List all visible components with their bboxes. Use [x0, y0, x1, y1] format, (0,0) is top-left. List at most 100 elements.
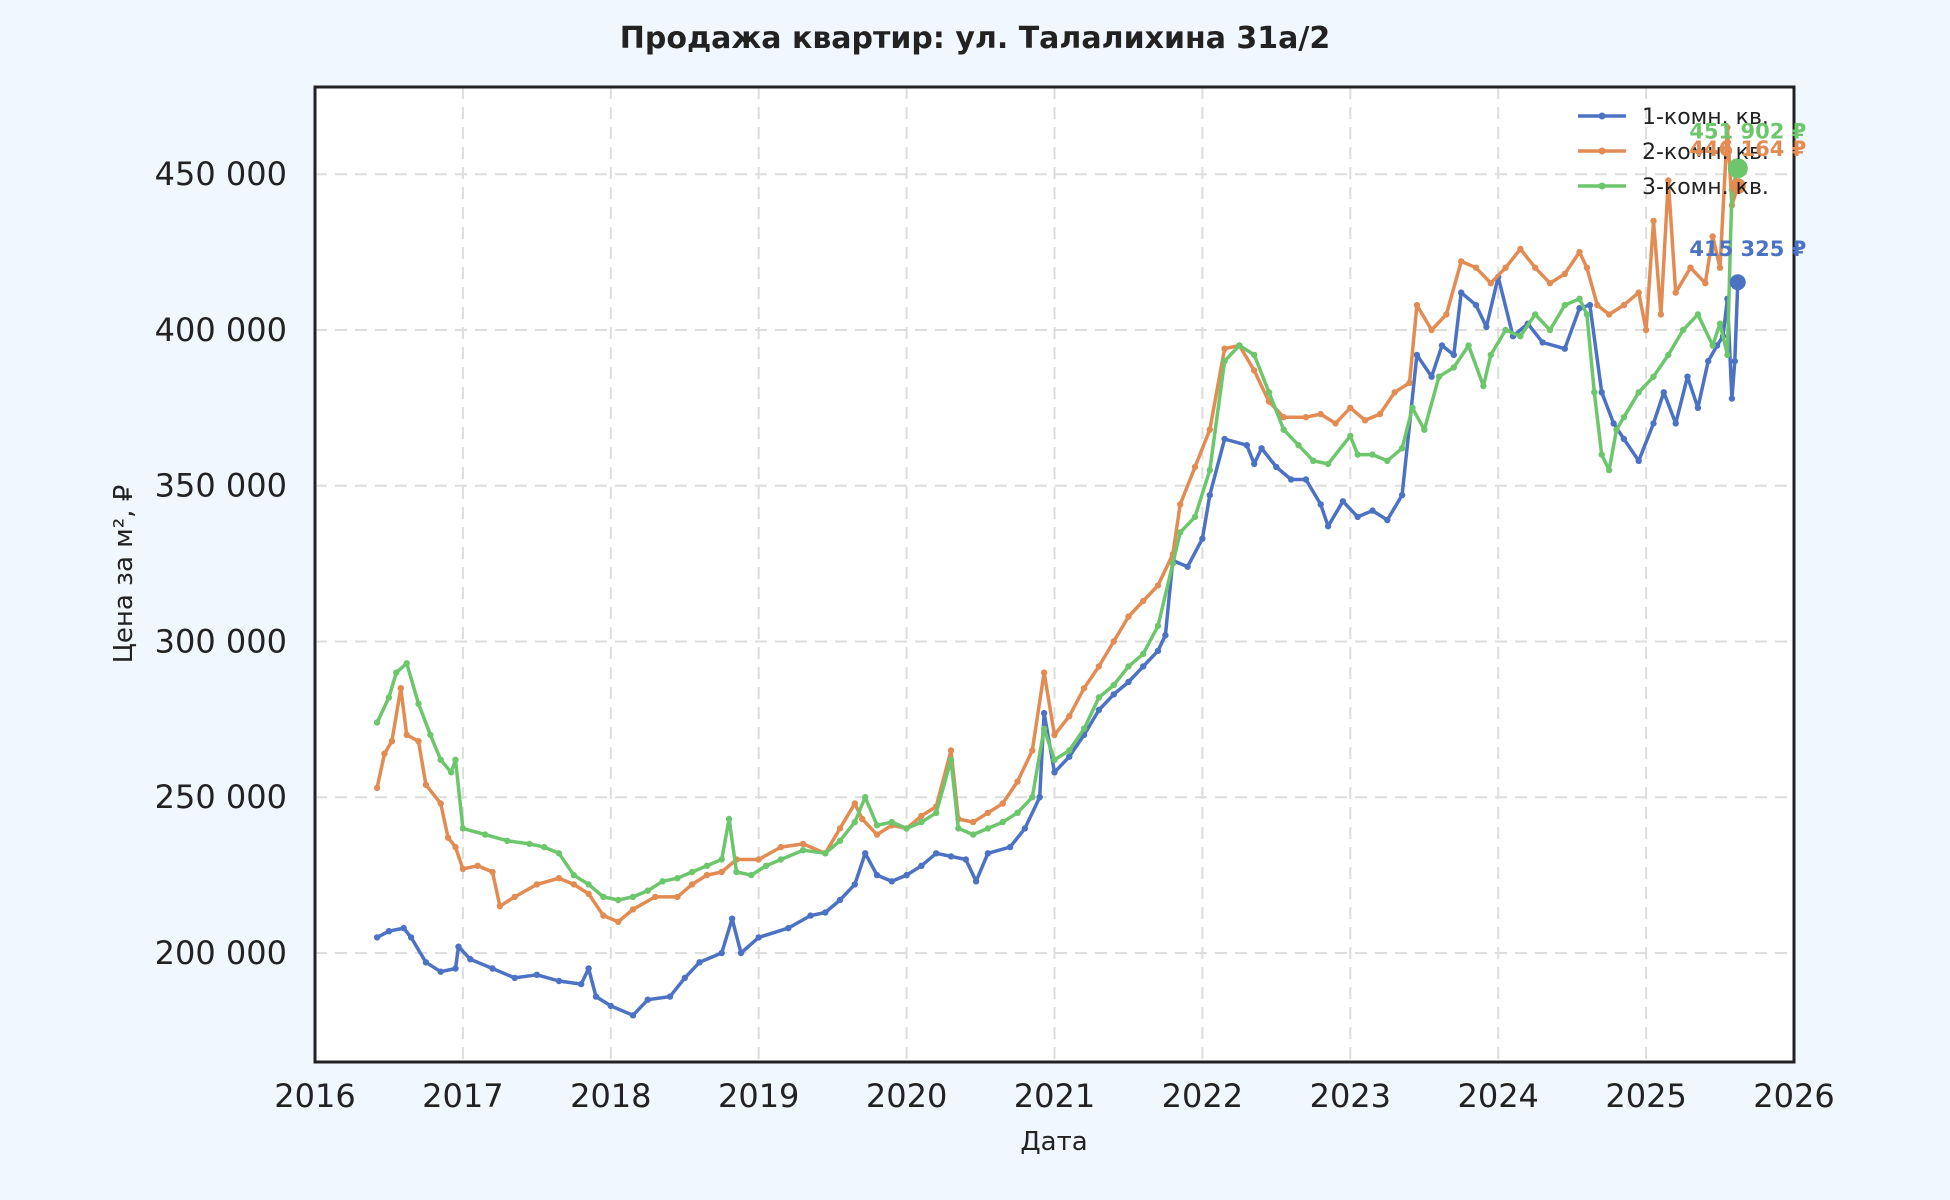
data-point [918, 818, 925, 826]
y-tick-label: 450 000 [155, 155, 287, 193]
data-point [718, 856, 725, 863]
data-point [1162, 632, 1169, 639]
data-point [1251, 351, 1258, 359]
data-point [1435, 373, 1443, 380]
data-point [1642, 326, 1650, 334]
endpoint-marker-3 [1727, 158, 1748, 179]
data-point [1665, 177, 1672, 184]
data-point [1487, 280, 1495, 287]
data-point [933, 850, 940, 857]
data-point [1324, 460, 1332, 468]
data-point [862, 850, 869, 857]
data-point [1066, 713, 1073, 720]
endpoint-label-1: 415 325 ₽ [1689, 237, 1806, 261]
x-tick-label: 2024 [1457, 1077, 1538, 1115]
data-point [762, 862, 770, 869]
data-point [799, 840, 807, 848]
data-point [1598, 451, 1605, 458]
data-point [970, 831, 977, 838]
data-point [947, 853, 955, 860]
data-point [1221, 345, 1228, 352]
data-point [1177, 529, 1184, 536]
data-point [1354, 451, 1361, 458]
data-point [1672, 420, 1679, 427]
x-tick-label: 2025 [1605, 1077, 1686, 1115]
data-point [1354, 513, 1361, 521]
data-point [1561, 301, 1569, 309]
data-point [1014, 809, 1021, 816]
data-point [1694, 404, 1702, 411]
data-point [437, 756, 444, 763]
data-point [888, 878, 895, 885]
y-tick-label: 300 000 [155, 622, 287, 660]
x-tick-label: 2026 [1753, 1077, 1834, 1115]
data-point [1724, 351, 1731, 359]
data-point [1339, 498, 1347, 505]
data-point [1206, 466, 1214, 474]
data-point [1191, 463, 1199, 471]
data-point [1251, 460, 1258, 468]
data-point [1221, 435, 1228, 443]
data-point [1376, 410, 1384, 418]
data-point [1021, 825, 1029, 832]
data-point [452, 843, 459, 851]
data-point [1413, 351, 1421, 359]
data-point [1660, 389, 1668, 396]
data-point [1620, 301, 1628, 309]
data-point [785, 924, 792, 932]
data-point [1384, 457, 1391, 464]
endpoint-labels: 415 325 ₽ 446 164 ₽451 902 ₽ [1689, 119, 1806, 261]
data-point [585, 890, 592, 897]
data-point [452, 756, 459, 763]
data-point [1594, 301, 1601, 309]
data-point [1428, 373, 1435, 380]
data-point [1080, 725, 1088, 732]
data-point [1140, 650, 1147, 658]
data-point [489, 965, 496, 972]
data-point [385, 928, 393, 935]
data-point [600, 893, 607, 901]
data-point [644, 887, 651, 894]
data-point [585, 881, 592, 888]
data-point [615, 918, 622, 925]
data-point [999, 800, 1006, 807]
data-point [1480, 382, 1487, 390]
data-point [1613, 426, 1620, 433]
data-point [1110, 638, 1117, 645]
x-axis-ticks: 2016 2017 2018 2019 2020 2021 2022 2023 2024 2025… [274, 1077, 1834, 1115]
data-point [1125, 613, 1132, 620]
data-point [696, 959, 703, 966]
data-point [1635, 457, 1642, 464]
data-point [1409, 404, 1416, 411]
data-point [1487, 351, 1495, 359]
data-point [388, 738, 396, 745]
data-point [984, 850, 992, 857]
data-point [862, 794, 869, 801]
grid-lines [315, 87, 1794, 1062]
data-point [1665, 351, 1672, 359]
data-point [496, 903, 504, 910]
data-point [1532, 311, 1539, 318]
data-point [1287, 476, 1295, 483]
data-point [1694, 311, 1702, 318]
data-point [999, 818, 1006, 826]
data-point [1576, 305, 1583, 312]
data-point [1332, 420, 1339, 427]
data-point [1006, 843, 1014, 851]
data-point [688, 868, 696, 876]
data-point [984, 809, 992, 816]
data-point [1561, 345, 1569, 352]
legend-label: 1-комн. кв. [1642, 105, 1769, 130]
data-point [400, 924, 407, 932]
data-point [1066, 753, 1073, 760]
data-point [918, 812, 925, 820]
data-point [873, 831, 881, 838]
data-point [755, 934, 762, 941]
data-point [1361, 417, 1369, 424]
data-point [415, 700, 422, 707]
data-point [1716, 320, 1724, 327]
data-point [1140, 597, 1147, 605]
data-point [962, 856, 969, 863]
data-point [1546, 280, 1554, 287]
data-point [1110, 691, 1117, 698]
